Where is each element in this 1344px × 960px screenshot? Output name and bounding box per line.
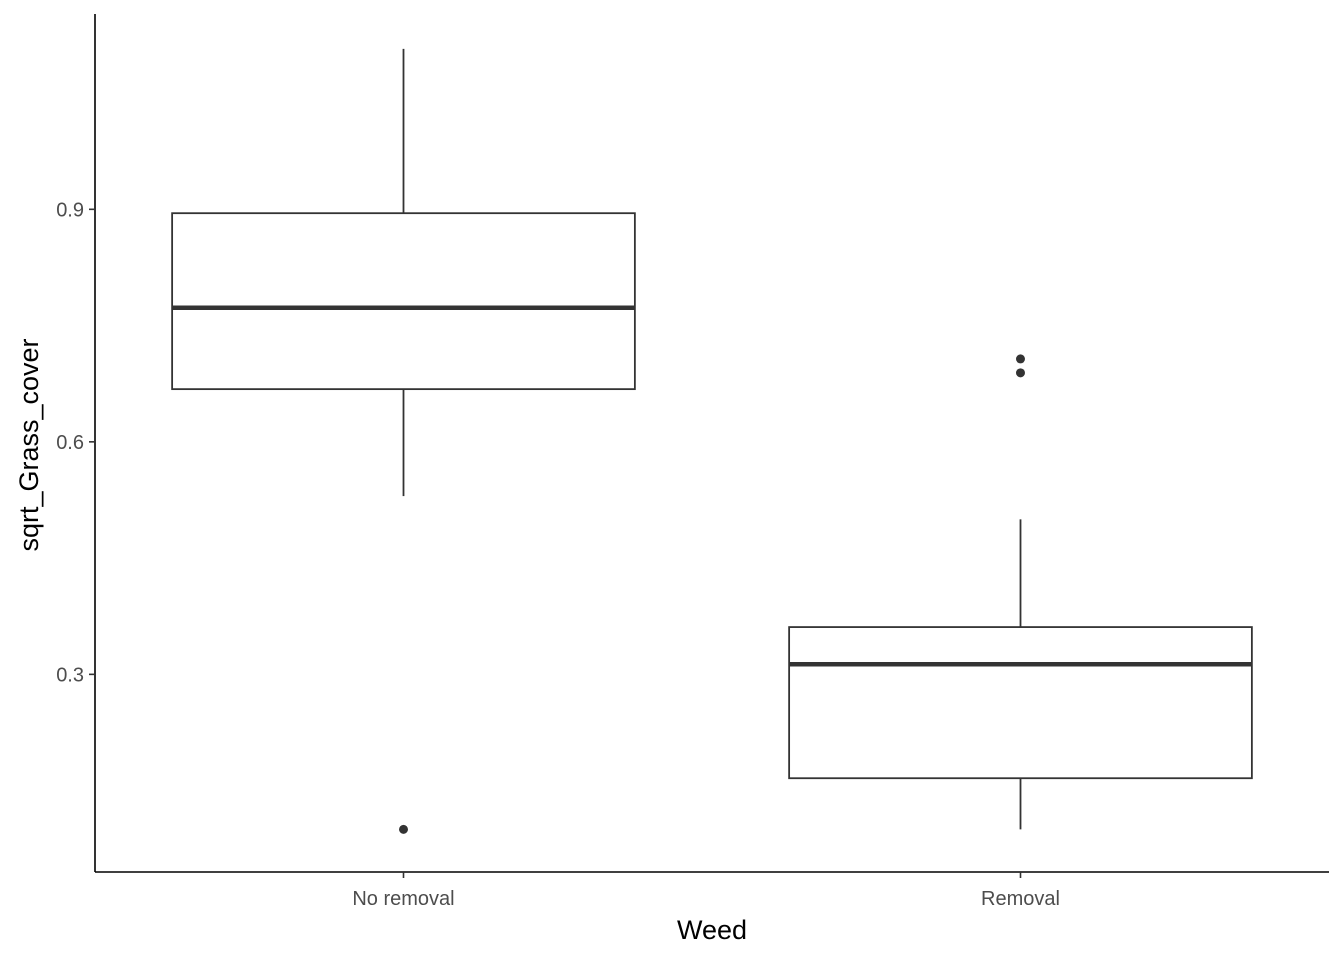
outlier-point: [1016, 354, 1025, 364]
box: [788, 626, 1253, 780]
box-group: [788, 354, 1253, 830]
box-group: [171, 48, 636, 834]
x-axis-title: Weed: [677, 915, 747, 945]
y-tick-label: 0.9: [56, 199, 84, 221]
x-tick-label: No removal: [352, 888, 454, 910]
axes: [94, 14, 1329, 873]
y-tick-label: 0.6: [56, 432, 84, 454]
x-tick-label: Removal: [981, 888, 1060, 910]
ticks: 0.3 0.6 0.9 No removal Removal: [56, 199, 1060, 910]
box: [171, 212, 636, 391]
plot-area: [171, 48, 1253, 834]
y-axis-title: sqrt_Grass_cover: [14, 338, 44, 551]
outlier-point: [1016, 368, 1025, 378]
outlier-point: [399, 824, 408, 834]
y-tick-label: 0.3: [56, 664, 84, 686]
